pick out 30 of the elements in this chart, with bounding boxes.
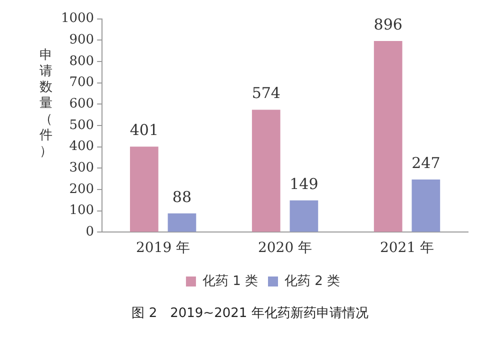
bar	[130, 146, 158, 232]
data-label: 149	[290, 174, 318, 193]
bar	[168, 213, 196, 232]
x-tick-label: 2020 年	[258, 240, 312, 256]
y-tick-label: 0	[86, 224, 94, 240]
bar	[252, 110, 280, 232]
y-tick-label: 100	[69, 203, 94, 218]
y-tick-label: 800	[69, 54, 94, 69]
data-label: 574	[252, 84, 280, 102]
x-tick-label: 2019 年	[136, 240, 190, 256]
y-tick-label: 700	[69, 75, 94, 90]
data-label: 88	[172, 188, 192, 206]
y-tick-label: 300	[69, 160, 94, 176]
legend-label: 化药 1 类	[202, 274, 258, 289]
x-tick-label: 2021 年	[380, 240, 434, 256]
bar	[374, 40, 402, 232]
data-label: 247	[412, 154, 440, 172]
y-tick-label: 500	[69, 118, 94, 133]
data-label: 401	[130, 121, 158, 140]
y-tick-label: 1000	[60, 11, 94, 26]
y-tick-label: 600	[69, 96, 94, 112]
y-tick-label: 200	[69, 182, 94, 197]
bar	[412, 179, 440, 232]
y-axis-title: 申请数量（件）	[38, 48, 54, 160]
y-tick-label: 900	[69, 32, 94, 48]
data-label: 896	[374, 15, 402, 34]
y-tick-label: 400	[69, 139, 94, 154]
legend-label: 化药 2 类	[284, 274, 340, 289]
bar	[290, 200, 318, 232]
text: 图 2 2019~2021 年化药新药申请情况	[130, 305, 370, 322]
